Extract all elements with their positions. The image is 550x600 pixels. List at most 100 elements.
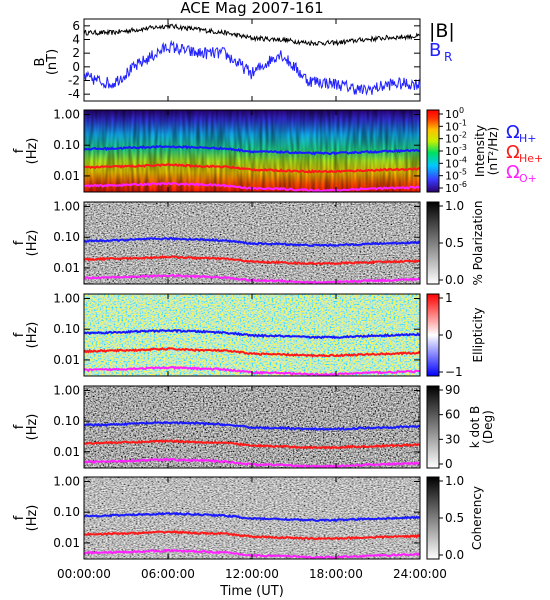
ellipticity-y-ticks: 1.00 0.10 0.01 bbox=[53, 291, 420, 367]
intensity-y-tick-label: 0.10 bbox=[53, 138, 80, 152]
coherency-colorbar bbox=[426, 476, 440, 560]
intensity-colorbar-tick-label: 10-1 bbox=[445, 118, 467, 133]
ellipticity-y-tick-label: 0.10 bbox=[53, 322, 80, 336]
polarization-colorbar-tick-label: 1.0 bbox=[445, 199, 464, 213]
ellipticity-gyro-H bbox=[83, 328, 421, 340]
field-y-tick-label: 4 bbox=[72, 33, 80, 47]
ellipticity-colorbar bbox=[426, 293, 440, 377]
kdotb-colorbar-tick-label: 30 bbox=[445, 432, 460, 446]
field-lines bbox=[83, 23, 421, 96]
intensity-y-label: f bbox=[12, 148, 27, 153]
legend-gyro-he-sub: He+ bbox=[519, 152, 543, 165]
coherency-y-unit: (Hz) bbox=[25, 505, 40, 532]
kdotb-y-label: f bbox=[12, 424, 27, 429]
legend-b-radial-label: B bbox=[429, 40, 441, 61]
kdotb-y-ticks: 1.00 0.10 0.01 bbox=[53, 383, 420, 459]
intensity-colorbar-tick-label: 10-6 bbox=[445, 180, 467, 195]
ellipticity-y-tick-label: 0.01 bbox=[53, 353, 80, 367]
coherency-colorbar-tick-label: 0.5 bbox=[445, 511, 464, 525]
polarization-colorbar bbox=[426, 201, 440, 285]
ellipticity-colorbar-tick-label: 1 bbox=[445, 291, 453, 305]
polarization-y-tick-label: 0.10 bbox=[53, 230, 80, 244]
legend-b-radial-sub: R bbox=[444, 50, 452, 64]
intensity-panel: 1.00 0.10 0.01 f (Hz) 10010-110-210-310-41… bbox=[12, 106, 543, 195]
kdotb-spectrogram bbox=[84, 386, 420, 468]
polarization-y-ticks: 1.00 0.10 0.01 bbox=[53, 199, 420, 275]
figure-title: ACE Mag 2007-161 bbox=[180, 0, 323, 17]
polarization-colorbar-ticks: 1.0 0.5 0.0 bbox=[439, 199, 464, 287]
legend-gyro-he: Ω He+ bbox=[506, 142, 543, 165]
intensity-colorbar bbox=[426, 109, 440, 193]
ellipticity-colorbar-ticks: 1 0 −1 bbox=[439, 291, 463, 379]
legend-gyro-h: Ω H+ bbox=[506, 122, 537, 145]
legend-gyro-h-sub: H+ bbox=[519, 132, 537, 145]
polarization-y-unit: (Hz) bbox=[25, 230, 40, 257]
intensity-y-unit: (Hz) bbox=[25, 138, 40, 165]
legend-gyro-he-label: Ω bbox=[506, 142, 520, 163]
legend-gyro-h-label: Ω bbox=[506, 122, 520, 143]
kdotb-colorbar-tick-label: 0 bbox=[445, 457, 453, 471]
legend-gyro-o: Ω O+ bbox=[506, 162, 537, 185]
polarization-panel: 1.00 0.10 0.01 f (Hz) 1.0 0.5 0.0 % Polariza… bbox=[12, 199, 485, 287]
intensity-y-tick-label: 0.01 bbox=[53, 169, 80, 183]
coherency-colorbar-label: Coherency bbox=[470, 486, 484, 550]
polarization-y-tick-label: 1.00 bbox=[53, 199, 80, 213]
kdotb-colorbar-unit: (Deg) bbox=[481, 410, 495, 444]
time-axis-label: Time (UT) bbox=[219, 584, 284, 599]
kdotb-panel: 1.00 0.10 0.01 f (Hz) 90 60 30 0 k dot B (Deg… bbox=[12, 383, 495, 471]
kdotb-gyro-H bbox=[83, 420, 421, 432]
coherency-gyro-H bbox=[83, 511, 421, 523]
intensity-y-ticks: 1.00 0.10 0.01 bbox=[53, 107, 420, 183]
ellipticity-gyro-He bbox=[83, 347, 421, 358]
time-tick-label: 24:00:00 bbox=[393, 567, 447, 581]
time-tick-label: 12:00:00 bbox=[225, 567, 279, 581]
coherency-y-tick-label: 0.10 bbox=[53, 505, 80, 519]
field-series-bradial bbox=[83, 39, 421, 96]
time-axis-ticks: 00:00:00 06:00:00 12:00:00 18:00:00 24:00:00 bbox=[57, 19, 447, 581]
kdotb-colorbar-tick-label: 90 bbox=[445, 383, 460, 397]
polarization-colorbar-label: % Polarization bbox=[471, 201, 485, 286]
intensity-colorbar-label: Intensity bbox=[473, 125, 487, 177]
coherency-y-label: f bbox=[12, 515, 27, 520]
intensity-colorbar-tick-label: 10-2 bbox=[445, 131, 467, 146]
coherency-colorbar-tick-label: 1.0 bbox=[445, 474, 464, 488]
polarization-y-tick-label: 0.01 bbox=[53, 261, 80, 275]
intensity-gyro-He bbox=[83, 163, 421, 174]
field-y-tick-label: -2 bbox=[68, 74, 80, 88]
intensity-y-tick-label: 1.00 bbox=[53, 107, 80, 121]
kdotb-colorbar bbox=[426, 385, 440, 469]
field-y-tick-label: 2 bbox=[72, 46, 80, 60]
polarization-gyro-He bbox=[83, 254, 421, 266]
intensity-gyro-H bbox=[83, 144, 421, 156]
ellipticity-colorbar-tick-label: 0 bbox=[445, 328, 453, 342]
coherency-y-ticks: 1.00 0.10 0.01 bbox=[53, 474, 420, 550]
coherency-y-tick-label: 0.01 bbox=[53, 536, 80, 550]
legend-gyro-o-label: Ω bbox=[506, 162, 520, 183]
ellipticity-colorbar-label: Ellipticity bbox=[471, 308, 485, 363]
polarization-colorbar-tick-label: 0.0 bbox=[445, 273, 464, 287]
polarization-y-label: f bbox=[12, 240, 27, 245]
field-y-tick-label: 0 bbox=[72, 60, 80, 74]
kdotb-y-unit: (Hz) bbox=[25, 414, 40, 441]
coherency-panel: 1.00 0.10 0.01 f (Hz) 1.0 0.5 0.0 Coherency bbox=[12, 474, 484, 562]
time-tick-label: 00:00:00 bbox=[57, 567, 111, 581]
kdotb-y-tick-label: 0.10 bbox=[53, 414, 80, 428]
ellipticity-panel: 1.00 0.10 0.01 f (Hz) 1 0 −1 Ellipticity bbox=[12, 291, 485, 379]
field-y-tick-label: -4 bbox=[68, 87, 80, 101]
ellipticity-y-unit: (Hz) bbox=[25, 322, 40, 349]
kdotb-colorbar-label: k dot B bbox=[468, 406, 482, 448]
kdotb-colorbar-ticks: 90 60 30 0 bbox=[439, 383, 460, 471]
intensity-colorbar-tick-label: 10-3 bbox=[445, 143, 467, 158]
legend-b-radial: B R bbox=[429, 40, 452, 64]
field-y-tick-label: 6 bbox=[72, 19, 80, 33]
field-series-btotal bbox=[83, 23, 421, 47]
polarization-colorbar-tick-label: 0.5 bbox=[445, 236, 464, 250]
intensity-colorbar-tick-label: 10-5 bbox=[445, 168, 467, 183]
intensity-colorbar-unit: (nT²/Hz) bbox=[486, 127, 500, 175]
kdotb-colorbar-tick-label: 60 bbox=[445, 408, 460, 422]
intensity-colorbar-tick-label: 100 bbox=[445, 106, 464, 121]
